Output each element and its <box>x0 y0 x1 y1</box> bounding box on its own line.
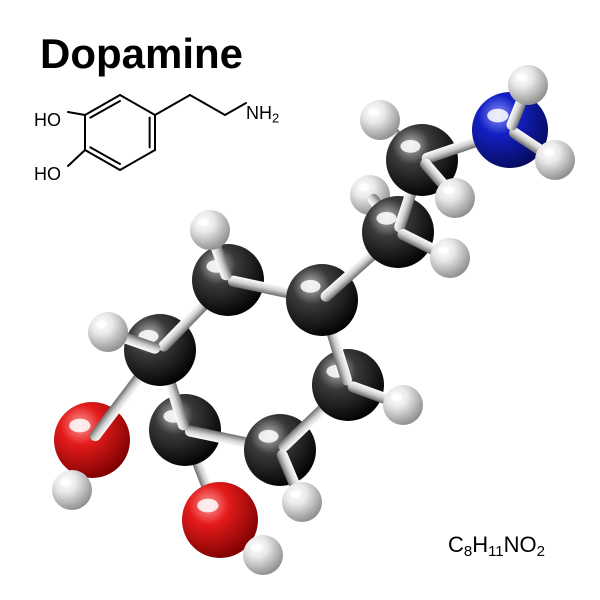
atom-H <box>535 140 575 180</box>
atom-H <box>52 470 92 510</box>
atom-H <box>360 100 400 140</box>
atom-H <box>430 238 470 278</box>
atom-H <box>190 210 230 250</box>
molecular-formula: C8H11NO2 <box>448 532 545 560</box>
molecule-infographic: { "title": { "text": "Dopamine", "fontsi… <box>0 0 600 600</box>
atom-H <box>282 482 322 522</box>
atom-H <box>383 385 423 425</box>
formula-label-HO2: HO <box>34 164 61 185</box>
atom-H <box>508 65 548 105</box>
atom-H <box>88 312 128 352</box>
formula-label-HO1: HO <box>34 110 61 131</box>
formula-label-NH2: NH2 <box>246 103 279 126</box>
atom-H <box>243 535 283 575</box>
ball-stick-model <box>0 0 600 600</box>
atom-H <box>435 178 475 218</box>
